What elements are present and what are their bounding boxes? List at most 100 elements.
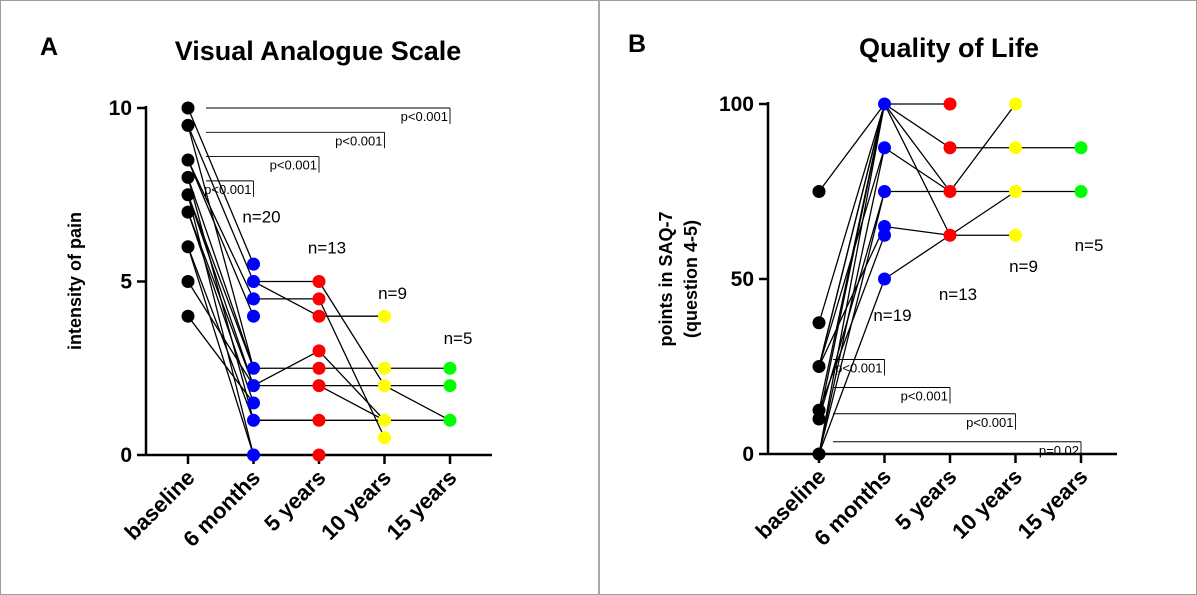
connector-line <box>884 103 951 149</box>
connector-line <box>318 385 385 421</box>
connector-line <box>818 103 886 323</box>
data-point <box>1009 228 1022 242</box>
data-point <box>1009 185 1022 198</box>
connector-line <box>818 226 886 367</box>
significance-label: p<0.001 <box>335 133 382 148</box>
data-point <box>247 257 260 271</box>
data-point <box>247 361 260 375</box>
sample-size-label: n=20 <box>242 208 280 227</box>
data-point <box>181 153 195 167</box>
connector-line <box>883 103 951 192</box>
data-point <box>312 344 326 358</box>
data-point <box>1009 141 1022 155</box>
connector-line <box>884 225 951 236</box>
sample-size-label: n=13 <box>939 285 977 304</box>
connector-line <box>818 103 886 455</box>
y-tick-label: 5 <box>120 271 132 294</box>
data-point <box>1009 97 1022 111</box>
connector-line <box>818 191 886 420</box>
significance-label: p<0.001 <box>401 109 448 124</box>
data-point <box>878 228 891 242</box>
connector-line <box>187 177 255 369</box>
data-point <box>378 431 391 445</box>
data-point <box>247 448 260 462</box>
data-point <box>943 185 957 198</box>
significance-label: p<0.001 <box>835 361 882 376</box>
connector-line <box>818 103 886 367</box>
connector-line <box>187 211 255 404</box>
connector-line <box>384 385 451 421</box>
data-point <box>812 447 826 461</box>
panel-divider <box>598 0 600 595</box>
data-point <box>312 361 326 375</box>
connector-line <box>187 159 255 300</box>
significance-label: p=0.02 <box>1039 443 1079 458</box>
connector-line <box>949 103 1017 192</box>
data-point <box>812 185 826 198</box>
sample-size-label: n=9 <box>378 284 407 303</box>
connector-line <box>949 190 1016 236</box>
connector-line <box>187 281 255 386</box>
x-tick-label: 15 years <box>382 465 462 545</box>
data-point <box>247 275 260 288</box>
data-point <box>812 360 826 373</box>
connector-line <box>884 147 951 193</box>
data-point <box>247 292 260 306</box>
data-point <box>443 413 457 427</box>
sample-size-label: n=5 <box>444 329 473 348</box>
x-tick-label: 10 years <box>316 465 396 545</box>
connector-line <box>818 103 886 192</box>
connector-line <box>187 159 255 317</box>
data-point <box>181 240 195 254</box>
connector-line <box>187 177 255 421</box>
sample-size-label: n=19 <box>873 306 911 325</box>
data-point <box>181 118 195 132</box>
data-point <box>812 316 826 330</box>
sample-size-label: n=9 <box>1009 257 1038 276</box>
connector-line <box>318 281 386 386</box>
connector-line <box>187 125 255 369</box>
connector-line <box>818 278 886 455</box>
data-point <box>247 396 260 410</box>
connector-line <box>187 315 255 404</box>
data-point <box>1074 141 1088 155</box>
data-point <box>812 412 826 426</box>
data-point <box>943 141 957 155</box>
data-point <box>878 97 891 111</box>
y-tick-label: 100 <box>719 93 754 116</box>
chart-title-b: Quality of Life <box>859 33 1039 63</box>
y-tick-label: 10 <box>109 97 132 120</box>
data-point <box>943 97 957 111</box>
data-point <box>443 361 457 375</box>
data-point <box>878 185 891 198</box>
data-point <box>181 170 195 184</box>
data-point <box>378 379 391 393</box>
data-point <box>312 448 326 462</box>
significance-label: p<0.001 <box>270 158 317 173</box>
data-point <box>1074 185 1088 198</box>
connector-line <box>253 280 320 317</box>
data-point <box>943 228 957 242</box>
data-point <box>181 309 195 323</box>
connector-line <box>818 103 886 420</box>
data-point <box>443 379 457 393</box>
connector-line <box>187 194 255 456</box>
connector-line <box>884 234 951 280</box>
data-point <box>312 379 326 393</box>
connector-line <box>187 246 255 456</box>
significance-label: p<0.001 <box>204 182 251 197</box>
connector-line <box>187 194 255 386</box>
data-point <box>247 379 260 393</box>
y-axis-label-a: intensity of pain <box>65 212 85 350</box>
data-point <box>378 309 391 323</box>
y-axis-label-b-line1: points in SAQ-7 <box>656 212 676 347</box>
x-tick-label: 15 years <box>1013 464 1093 544</box>
data-point <box>247 413 260 427</box>
data-point <box>378 413 391 427</box>
data-point <box>181 205 195 219</box>
data-point <box>878 141 891 155</box>
data-point <box>312 275 326 288</box>
